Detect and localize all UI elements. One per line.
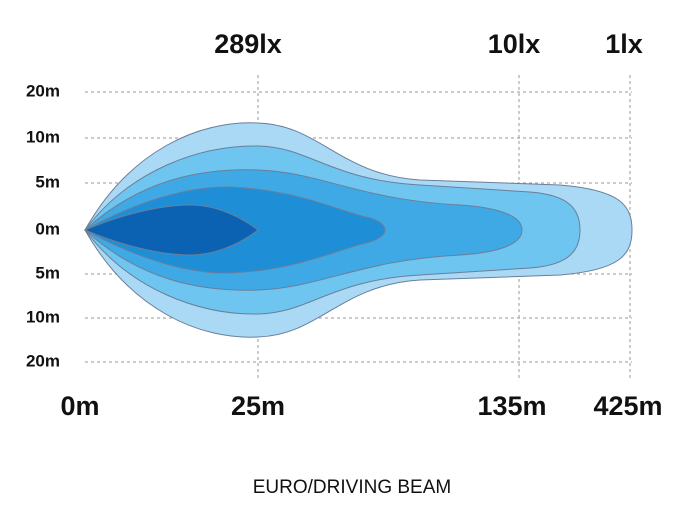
lux-label: 289lx <box>214 29 282 59</box>
x-label: 0m <box>60 391 99 421</box>
y-label: 5m <box>35 263 60 282</box>
y-label: 20m <box>26 81 60 100</box>
caption: EURO/DRIVING BEAM <box>253 477 451 498</box>
lux-label: 10lx <box>488 29 541 59</box>
x-label: 425m <box>593 391 662 421</box>
x-label: 135m <box>477 391 546 421</box>
x-label: 25m <box>231 391 285 421</box>
y-label: 10m <box>26 127 60 146</box>
y-label: 5m <box>35 172 60 191</box>
beam-pattern <box>83 122 633 338</box>
lux-label: 1lx <box>605 29 643 59</box>
y-label: 10m <box>26 307 60 326</box>
y-label: 0m <box>35 219 60 238</box>
y-label: 20m <box>26 351 60 370</box>
